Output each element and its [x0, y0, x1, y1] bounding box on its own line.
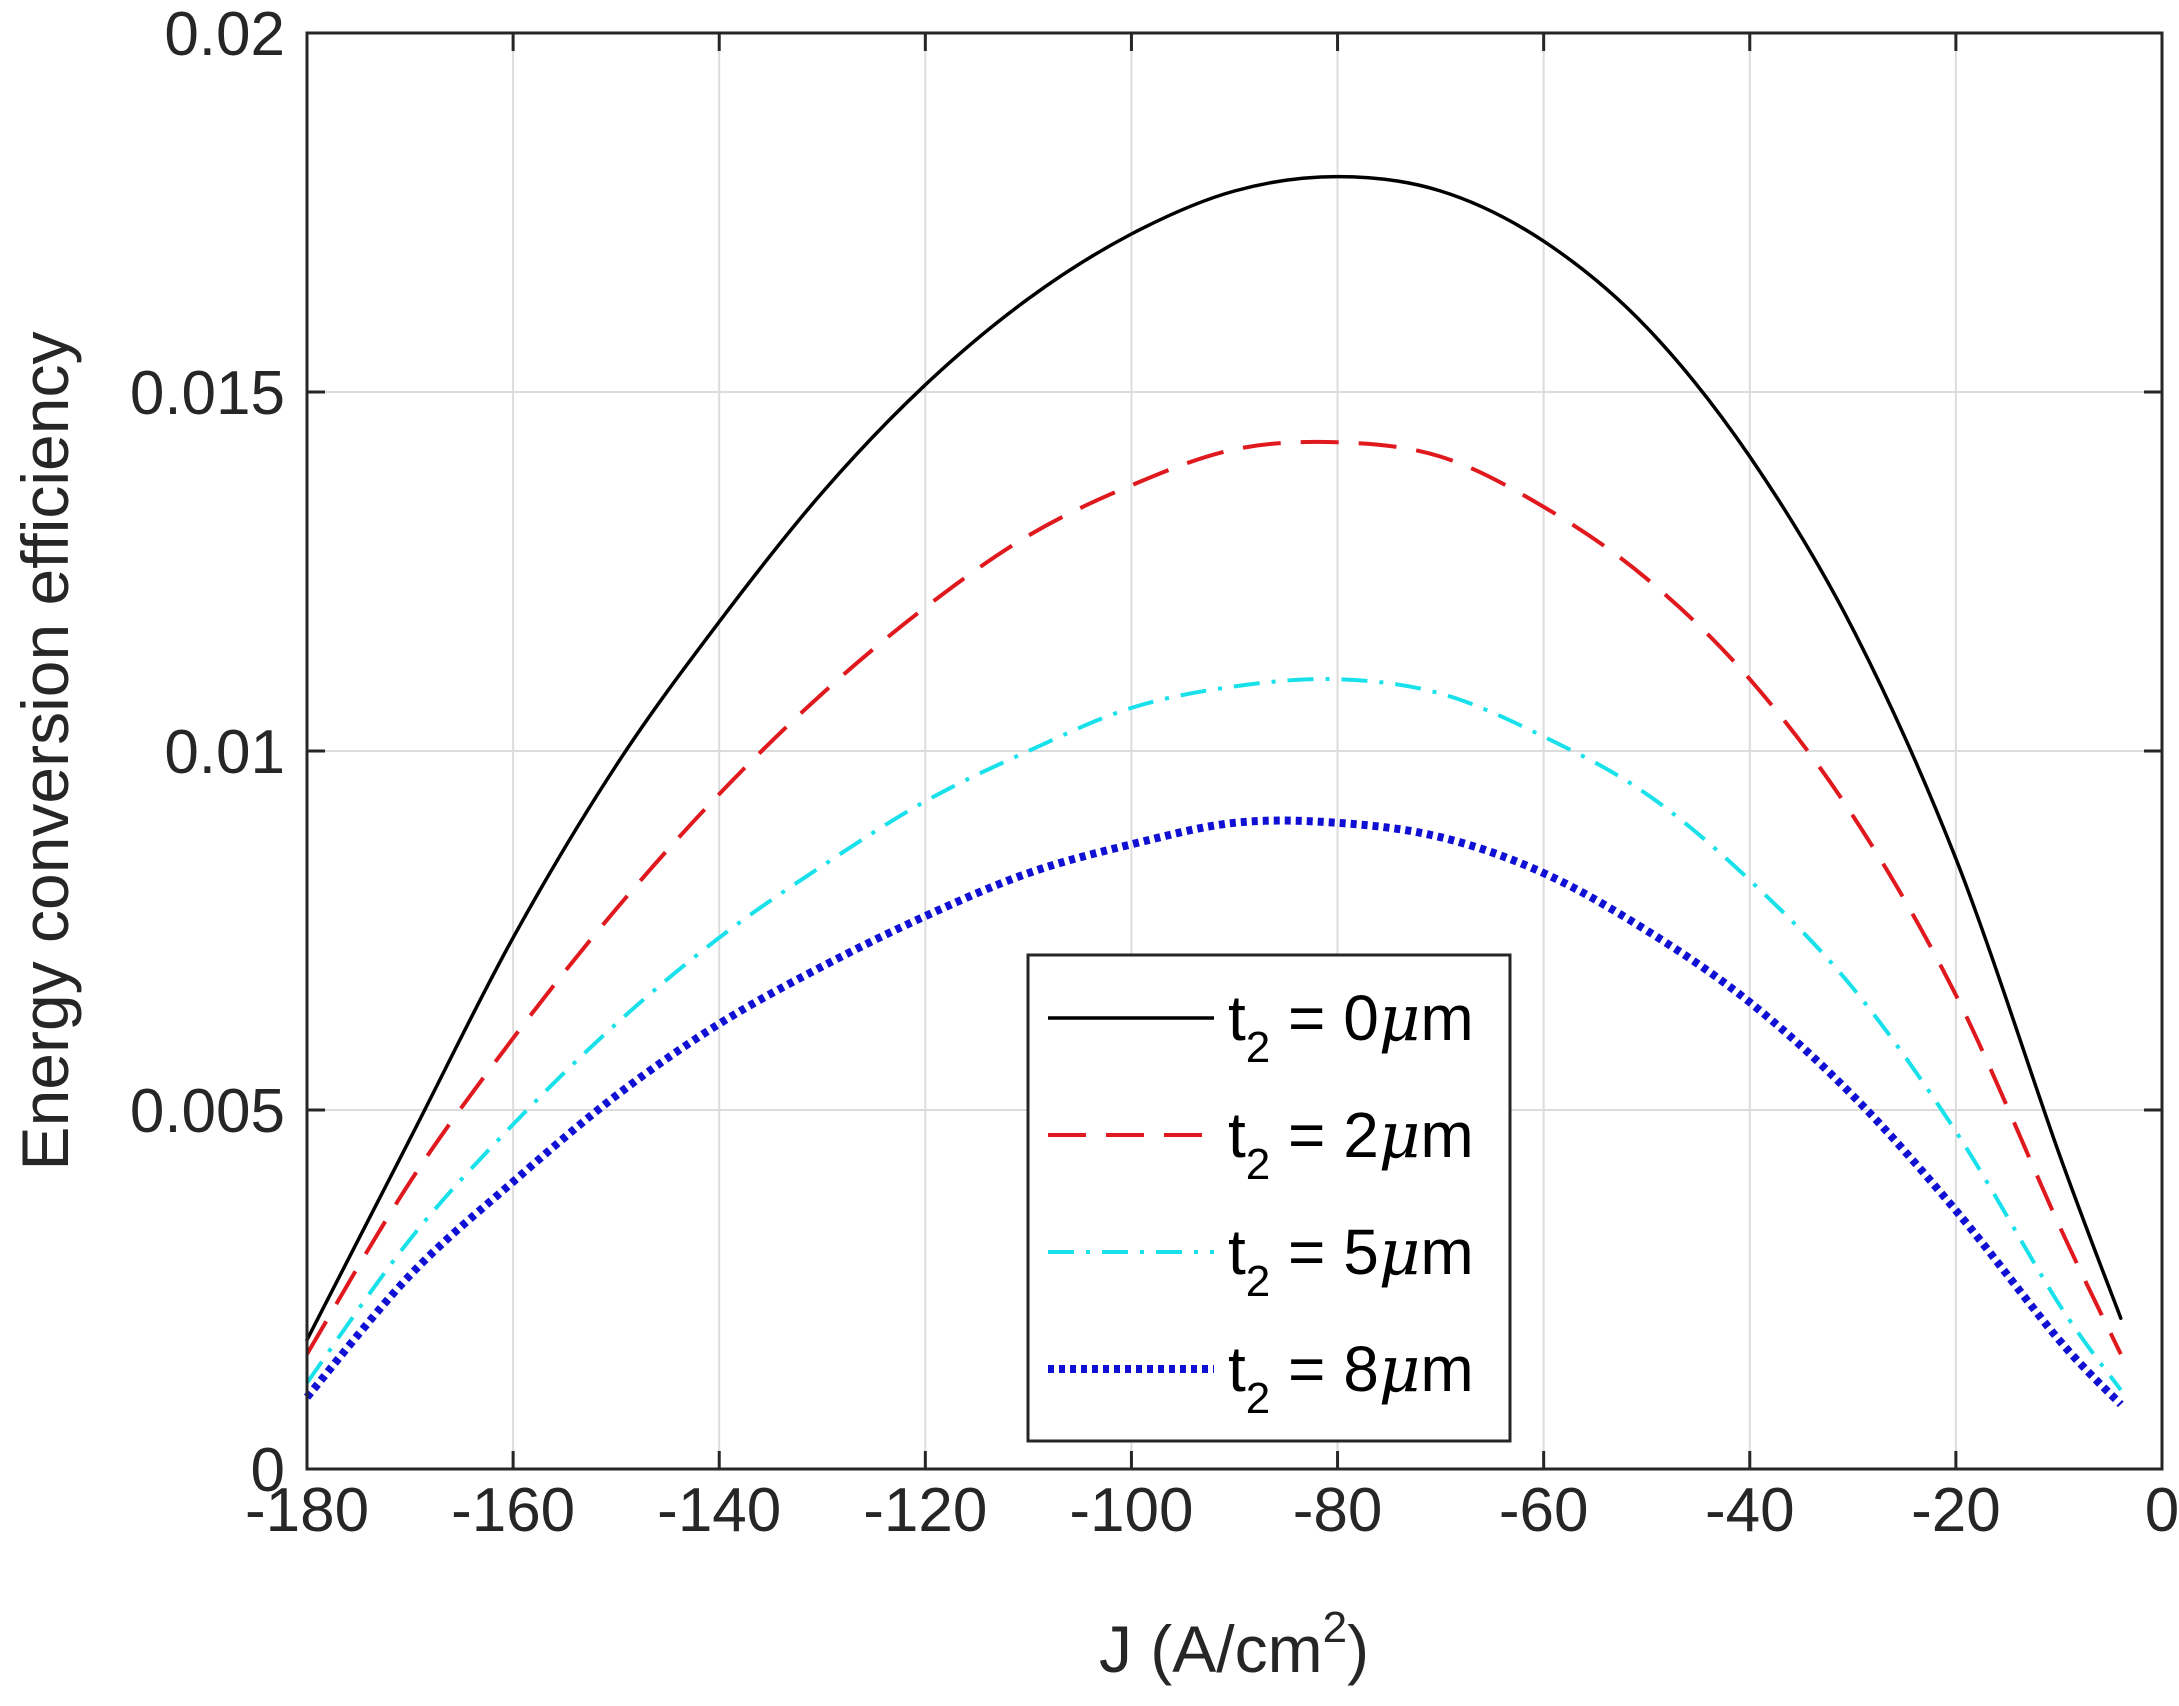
x-tick-label: 0	[2145, 1476, 2179, 1545]
y-tick-label: 0.005	[130, 1077, 285, 1146]
legend-label-4: t2 = 8μm	[1228, 1333, 1474, 1423]
tick-marks	[305, 31, 2164, 1471]
x-tick-label: -40	[1705, 1476, 1795, 1545]
y-tick-label: 0.015	[130, 359, 285, 428]
legend-box	[1026, 953, 1512, 1443]
y-axis-label: Energy conversion efficiency	[8, 332, 82, 1171]
x-tick-label: -20	[1911, 1476, 2001, 1545]
series-line-3	[305, 676, 2123, 1392]
legend: t2 = 0μm t2 = 2μm t2 = 5μm t2 = 8μm	[1026, 953, 1512, 1443]
legend-label-3: t2 = 5μm	[1228, 1216, 1474, 1306]
legend-label-1: t2 = 0μm	[1228, 982, 1474, 1072]
x-tick-label: -60	[1499, 1476, 1589, 1545]
y-tick-label: 0.01	[164, 718, 285, 787]
series-line-1	[305, 174, 2123, 1342]
x-tick-label: -160	[451, 1476, 575, 1545]
x-tick-label: -180	[245, 1476, 369, 1545]
y-tick-label: 0.02	[164, 0, 285, 69]
legend-label-2: t2 = 2μm	[1228, 1099, 1474, 1189]
x-axis-label: J (A/cm2)	[1099, 1603, 1369, 1686]
series-layer	[303, 174, 2124, 1408]
y-tick-label: 0	[251, 1436, 285, 1505]
x-tick-labels: -180 -160 -140 -120 -100 -80 -60 -40 -20 0	[245, 1476, 2179, 1545]
x-tick-label: -80	[1293, 1476, 1383, 1545]
x-tick-label: -140	[657, 1476, 781, 1545]
x-tick-label: -100	[1069, 1476, 1193, 1545]
series-line-4	[303, 816, 2124, 1408]
y-tick-labels: 0 0.005 0.01 0.015 0.02	[130, 0, 285, 1505]
x-tick-label: -120	[863, 1476, 987, 1545]
